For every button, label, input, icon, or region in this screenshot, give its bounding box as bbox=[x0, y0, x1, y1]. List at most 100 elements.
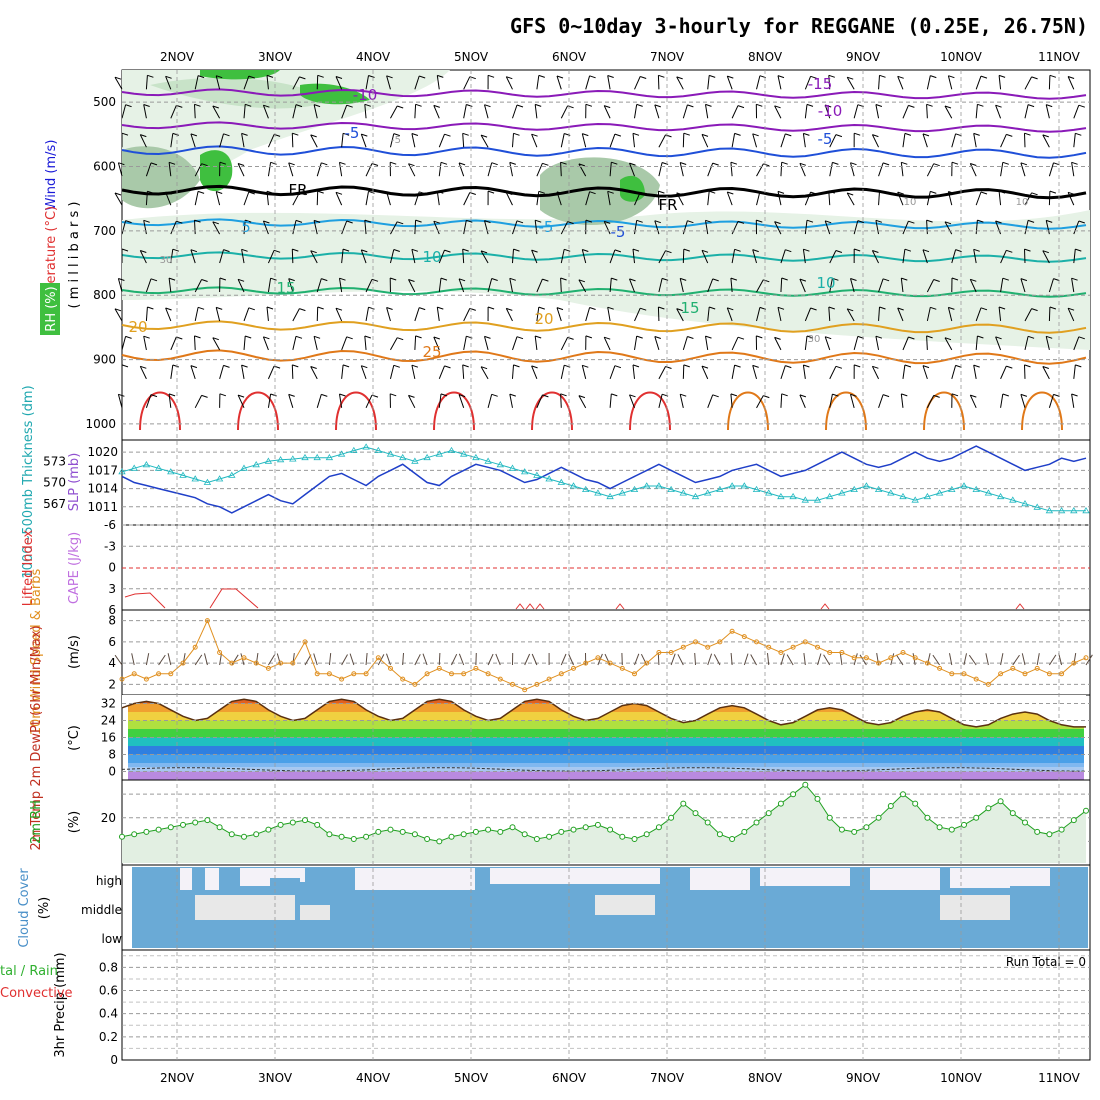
wind-barb-flag bbox=[165, 191, 172, 195]
wind-barb-flag bbox=[680, 162, 687, 165]
cloud-levels: high middle low bbox=[81, 874, 122, 946]
contour-label: 10 bbox=[1016, 197, 1029, 208]
wind-barb-flag bbox=[944, 337, 952, 341]
wind-barb bbox=[243, 75, 250, 90]
wind-barb-flag bbox=[484, 220, 491, 224]
wind-barb-flag bbox=[140, 134, 147, 138]
wind-barb-flag bbox=[922, 133, 930, 137]
wind-barb-flag bbox=[709, 190, 716, 194]
thickness-marker bbox=[581, 485, 590, 492]
wind-barb bbox=[170, 336, 177, 351]
wind-barb bbox=[414, 307, 420, 322]
lifted-index-spike bbox=[535, 603, 545, 610]
rh2m-point bbox=[948, 826, 955, 833]
wind-barb-flag bbox=[806, 103, 814, 107]
wind10m-point bbox=[131, 671, 137, 677]
wind10m-point bbox=[436, 665, 442, 671]
thickness-marker bbox=[362, 443, 370, 450]
wind-barb-flag bbox=[636, 335, 643, 339]
wind-barb bbox=[730, 393, 733, 408]
temp2m-tick: 32 bbox=[101, 697, 116, 711]
wind-barb bbox=[463, 308, 471, 322]
wind-barb bbox=[804, 76, 812, 90]
rh2m-point bbox=[765, 810, 772, 817]
wind-barb bbox=[313, 336, 318, 351]
wind10m-point bbox=[888, 655, 894, 661]
wind-barb-flag bbox=[118, 393, 125, 397]
wind-barb bbox=[947, 191, 953, 206]
wind-barb bbox=[487, 162, 493, 177]
wind-barb-flag bbox=[263, 104, 270, 108]
wind-barb-flag bbox=[712, 394, 719, 398]
wind-barb-flag bbox=[828, 74, 835, 78]
wind-barb bbox=[389, 365, 395, 379]
rh2m-point bbox=[326, 831, 333, 838]
wind-barb-flag bbox=[125, 220, 132, 224]
wind-barb bbox=[170, 249, 174, 264]
wind-barb bbox=[267, 250, 275, 264]
contour-label: -5 bbox=[539, 218, 554, 236]
thickness-marker bbox=[1057, 507, 1066, 514]
wind-barb-flag bbox=[241, 248, 248, 252]
wind-barb bbox=[114, 192, 123, 206]
y-axis-labels: Wind (m/s) Temperature (°C) RH (%) ( m i… bbox=[0, 140, 82, 1058]
bottom-date-label: 4NOV bbox=[356, 1071, 391, 1085]
wind-barb bbox=[237, 279, 245, 293]
wind10m-barb bbox=[194, 654, 203, 666]
wind-barb bbox=[654, 220, 660, 235]
wind-barb bbox=[241, 365, 245, 379]
slp-tick: 1017 bbox=[87, 463, 118, 477]
thickness-marker bbox=[630, 485, 639, 492]
wind-barb-flag bbox=[737, 105, 745, 109]
wind-barb-flag bbox=[970, 394, 977, 398]
wind10m-barb bbox=[968, 654, 977, 666]
wind-barb-flag bbox=[299, 192, 306, 196]
thickness-marker bbox=[289, 455, 297, 462]
rh2m-point bbox=[241, 833, 247, 840]
wind10m-point bbox=[705, 644, 711, 650]
wind10m-point bbox=[912, 655, 918, 661]
wind-barbs bbox=[114, 74, 1085, 409]
wind-barb-flag bbox=[118, 162, 125, 166]
wind-barb bbox=[512, 220, 518, 235]
wind-barb bbox=[536, 163, 543, 177]
wind-barb-flag bbox=[194, 335, 201, 339]
wind-barb-flag bbox=[415, 219, 422, 223]
thickness-marker bbox=[301, 453, 309, 461]
precip-total-rain-label: tal / Rain bbox=[0, 964, 58, 979]
wind10m-barb bbox=[422, 653, 428, 666]
wind-barb bbox=[194, 191, 199, 206]
wind-barb-flag bbox=[810, 191, 817, 195]
wind-barb-flag bbox=[125, 335, 132, 339]
wind-barb bbox=[560, 133, 565, 148]
wind10m-barb bbox=[524, 653, 531, 666]
lifted-index-tick: -6 bbox=[104, 518, 116, 532]
wind10m-panel: 8 6 4 2 bbox=[108, 609, 1093, 696]
wind-barb bbox=[411, 133, 416, 148]
rh2m-point bbox=[570, 826, 577, 833]
wind-barb bbox=[219, 365, 224, 380]
wind-barb bbox=[165, 307, 172, 322]
wind-barb bbox=[973, 133, 977, 148]
wind-barb bbox=[292, 104, 297, 119]
wind-barb bbox=[364, 335, 367, 350]
contour-10 bbox=[121, 251, 1087, 263]
rh2m-point bbox=[338, 833, 345, 840]
wind-barb-flag bbox=[168, 161, 176, 165]
rh2m-point bbox=[643, 831, 650, 838]
wind-barb-flag bbox=[560, 277, 567, 281]
wind-barb bbox=[1000, 134, 1007, 148]
wind-barb-flag bbox=[701, 365, 709, 369]
rh2m-point bbox=[1083, 807, 1089, 814]
wind-barb bbox=[1000, 278, 1004, 293]
wind-barb bbox=[707, 278, 714, 293]
wind-barb-flag bbox=[339, 393, 346, 397]
rh2m-point bbox=[253, 831, 260, 838]
wind-barb-flag bbox=[977, 103, 984, 107]
wind-barb bbox=[780, 133, 786, 148]
thickness-marker bbox=[447, 446, 456, 453]
wind-barb bbox=[215, 307, 221, 322]
wind-barb-flag bbox=[437, 190, 444, 194]
wind-barb bbox=[313, 220, 318, 235]
wind10m-tick: 2 bbox=[108, 677, 116, 691]
